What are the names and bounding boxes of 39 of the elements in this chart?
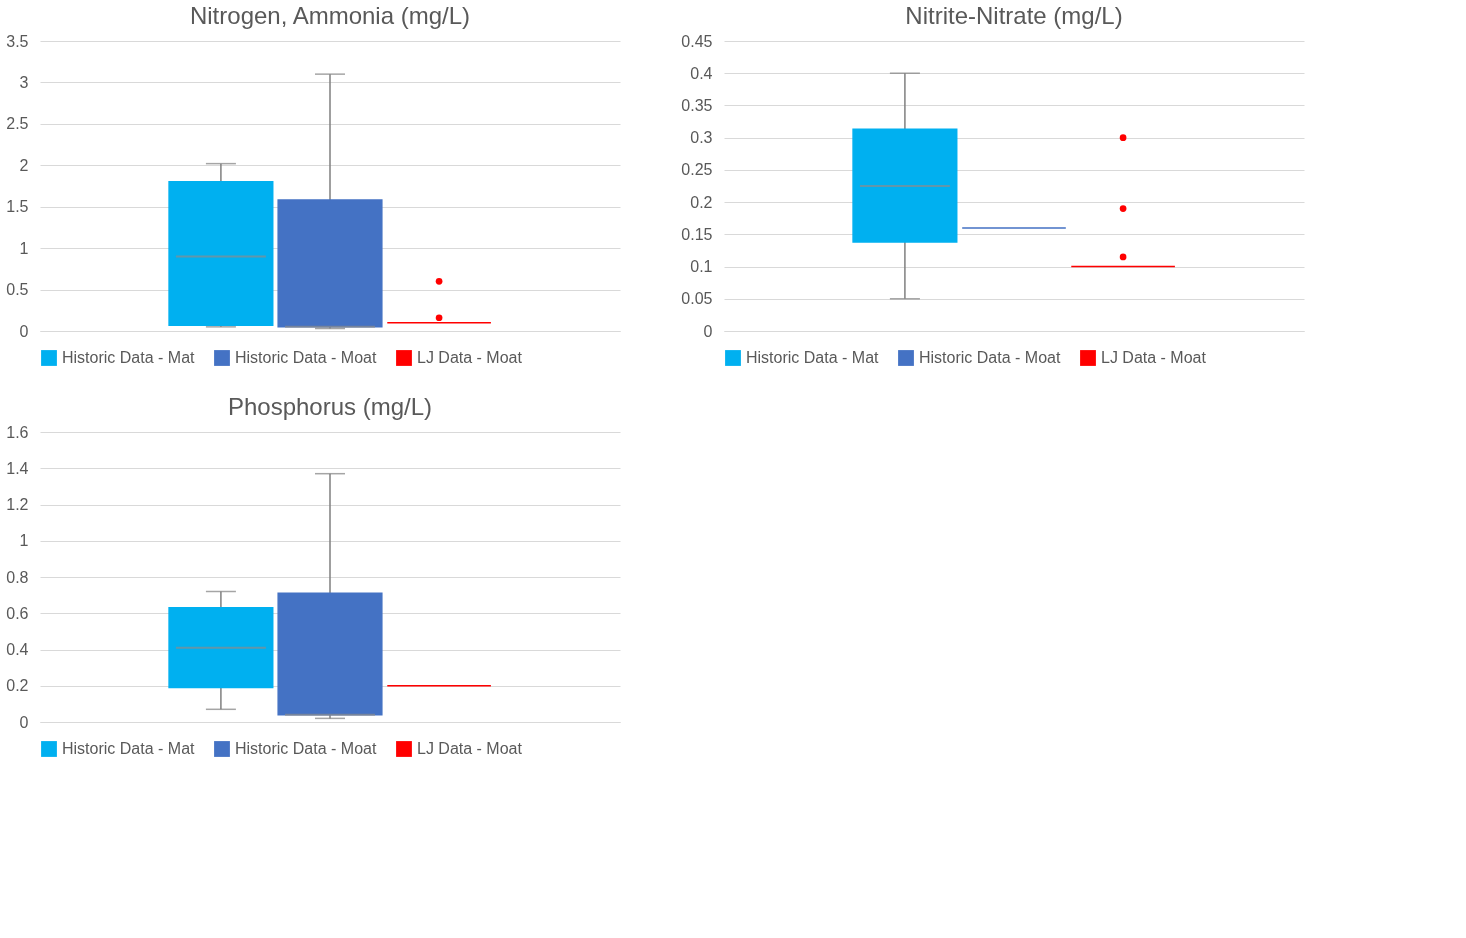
chart-title: Phosphorus (mg/L): [227, 393, 433, 420]
y-tick-label: 0.05: [681, 290, 713, 308]
y-tick-label: 0.2: [690, 193, 713, 211]
legend-label: LJ Data - Moat: [417, 349, 523, 366]
y-tick-label: 0.4: [690, 64, 713, 82]
y-tick-label: 0.2: [6, 677, 29, 695]
y-tick-label: 1.2: [6, 496, 29, 513]
y-tick-label: 0.1: [690, 258, 713, 276]
y-tick-label: 0.5: [6, 281, 29, 299]
chart-title: Nitrite-Nitrate (mg/L): [905, 2, 1123, 29]
legend-label: Historic Data - Moat: [235, 349, 377, 366]
legend-label: Historic Data - Mat: [746, 349, 880, 366]
y-tick-label: 1: [19, 239, 29, 257]
y-tick-label: 0: [19, 713, 29, 731]
y-tick-label: 1: [19, 532, 29, 550]
y-tick-label: 0: [19, 322, 29, 340]
y-tick-label: 0.35: [681, 96, 713, 114]
legend-label: Historic Data - Mat: [62, 740, 196, 757]
legend-label: LJ Data - Moat: [417, 740, 523, 757]
y-tick-label: 1.5: [6, 198, 29, 216]
y-tick-label: 3: [19, 73, 29, 91]
y-tick-label: 0.25: [681, 161, 713, 179]
chart-title: Nitrogen, Ammonia (mg/L): [189, 2, 471, 29]
y-tick-label: 1.4: [6, 459, 29, 477]
y-tick-label: 2.5: [6, 115, 29, 133]
y-tick-label: 0.8: [6, 568, 29, 586]
legend-label: LJ Data - Moat: [1101, 349, 1207, 366]
y-tick-label: 1.6: [6, 423, 29, 441]
y-tick-label: 0.3: [690, 129, 713, 147]
y-tick-label: 3.5: [6, 32, 29, 50]
y-tick-label: 0.6: [6, 604, 29, 622]
y-tick-label: 0.4: [6, 641, 29, 658]
y-tick-label: 0.15: [681, 225, 713, 243]
legend-label: Historic Data - Moat: [919, 349, 1061, 366]
y-tick-label: 2: [19, 156, 29, 174]
legend-label: Historic Data - Moat: [235, 740, 377, 757]
y-tick-label: 0.45: [681, 32, 713, 50]
y-tick-label: 0: [703, 322, 713, 340]
legend-label: Historic Data - Mat: [62, 349, 196, 366]
